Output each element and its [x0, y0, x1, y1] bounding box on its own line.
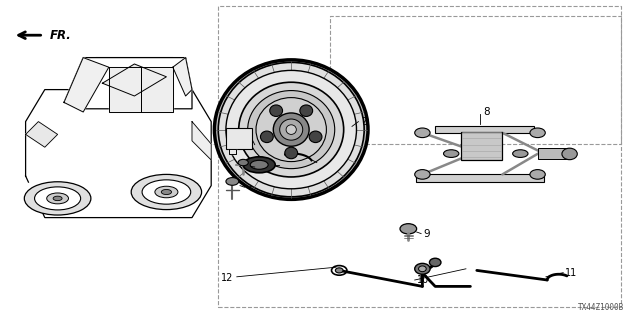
Text: FR.: FR.: [50, 29, 72, 42]
Ellipse shape: [562, 148, 577, 160]
Bar: [226, 128, 252, 149]
Ellipse shape: [214, 60, 368, 199]
Polygon shape: [109, 67, 141, 112]
Ellipse shape: [415, 170, 430, 179]
Ellipse shape: [53, 196, 62, 201]
Polygon shape: [64, 58, 109, 112]
Text: 6: 6: [281, 160, 287, 170]
Ellipse shape: [400, 224, 417, 234]
Ellipse shape: [131, 174, 202, 210]
Ellipse shape: [239, 82, 344, 177]
Polygon shape: [229, 149, 236, 154]
Ellipse shape: [218, 62, 364, 197]
Ellipse shape: [273, 113, 309, 146]
Text: 7: 7: [246, 182, 253, 192]
Text: 8: 8: [483, 107, 490, 117]
Polygon shape: [285, 154, 312, 160]
Ellipse shape: [280, 119, 303, 140]
Text: 2: 2: [360, 116, 367, 127]
Bar: [330, 16, 621, 144]
Ellipse shape: [226, 178, 239, 185]
Ellipse shape: [513, 150, 528, 157]
Ellipse shape: [286, 125, 296, 134]
Ellipse shape: [243, 157, 275, 173]
Ellipse shape: [419, 266, 426, 272]
Text: 4: 4: [257, 140, 263, 150]
Bar: [218, 6, 621, 307]
Bar: [435, 126, 534, 133]
Ellipse shape: [269, 105, 282, 116]
Text: 11: 11: [565, 268, 577, 278]
Polygon shape: [26, 90, 211, 218]
Ellipse shape: [309, 131, 322, 143]
Ellipse shape: [155, 186, 178, 198]
Ellipse shape: [35, 187, 81, 210]
Ellipse shape: [415, 128, 430, 138]
Text: 12: 12: [221, 273, 234, 283]
Ellipse shape: [530, 128, 545, 138]
Ellipse shape: [444, 150, 459, 157]
Ellipse shape: [142, 180, 191, 204]
Ellipse shape: [335, 268, 343, 273]
Text: TX44Z1000B: TX44Z1000B: [578, 303, 624, 312]
Bar: [416, 174, 544, 182]
Polygon shape: [102, 64, 166, 96]
Ellipse shape: [250, 160, 268, 169]
Ellipse shape: [24, 182, 91, 215]
Polygon shape: [16, 178, 99, 198]
Ellipse shape: [161, 189, 172, 195]
Polygon shape: [173, 58, 192, 96]
Text: 3: 3: [257, 162, 263, 172]
Text: 10: 10: [417, 275, 429, 285]
Ellipse shape: [47, 193, 68, 204]
Text: 9: 9: [423, 228, 429, 239]
Ellipse shape: [429, 258, 441, 267]
Ellipse shape: [300, 105, 313, 116]
Ellipse shape: [256, 98, 326, 162]
Polygon shape: [26, 122, 58, 147]
Ellipse shape: [260, 131, 273, 143]
Ellipse shape: [226, 70, 356, 189]
Ellipse shape: [238, 159, 248, 166]
Polygon shape: [141, 67, 173, 112]
Ellipse shape: [248, 91, 335, 169]
Polygon shape: [64, 58, 192, 109]
Bar: [538, 148, 570, 159]
Ellipse shape: [285, 147, 298, 159]
Polygon shape: [192, 122, 211, 160]
Bar: [461, 132, 502, 160]
Ellipse shape: [530, 170, 545, 179]
Ellipse shape: [415, 263, 430, 274]
Text: 5: 5: [319, 157, 325, 168]
